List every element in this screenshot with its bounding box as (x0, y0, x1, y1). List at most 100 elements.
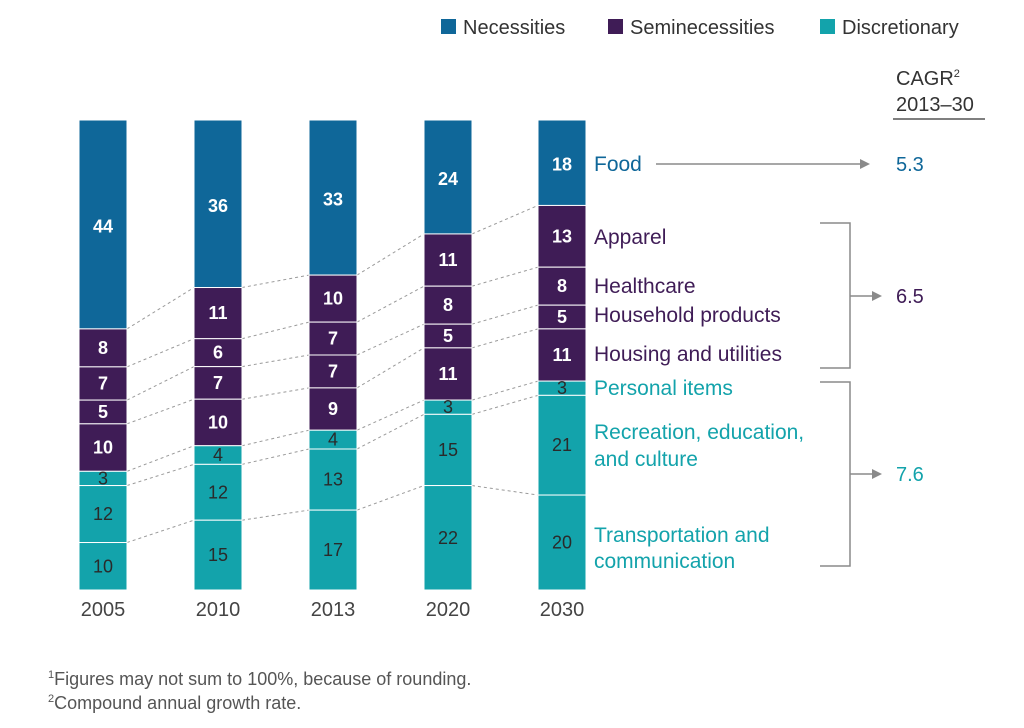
footnote-1: 1Figures may not sum to 100%, because of… (48, 669, 472, 689)
data-label: 24 (438, 169, 458, 189)
bar-segment-transportation-and-communication-2010 (193, 519, 243, 591)
bar-segment-food-2013 (308, 119, 358, 276)
bar-segment-household-products-2013 (308, 354, 358, 389)
connector-line (356, 347, 425, 389)
bar-segment-transportation-and-communication-2020 (423, 485, 473, 591)
row-label-apparel: Apparel (594, 226, 666, 249)
data-label: 10 (93, 556, 113, 576)
data-label: 11 (438, 364, 457, 384)
data-label: 3 (557, 378, 567, 398)
row-label-recreation-education-and-culture: Recreation, education, and culture (594, 421, 804, 471)
data-label: 4 (328, 430, 338, 450)
connector-line (356, 285, 425, 323)
bar-segment-housing-and-utilities-2030 (537, 328, 587, 382)
bar-segment-recreation-education-and-culture-2030 (537, 394, 587, 496)
data-label: 3 (443, 397, 453, 417)
data-label: 17 (323, 540, 343, 560)
row-label-healthcare: Healthcare (594, 275, 696, 298)
data-label: 7 (328, 361, 338, 381)
discretionary-bracket (820, 381, 851, 567)
connector-line (471, 485, 539, 496)
connector-line (471, 394, 539, 415)
cagr-header: CAGR2 2013–30 (893, 68, 985, 120)
legend-swatch-discretionary (820, 19, 835, 34)
connector-line (126, 463, 195, 487)
bar-segment-transportation-and-communication-2013 (308, 509, 358, 591)
footnote-2: 2Compound annual growth rate. (48, 693, 302, 713)
cagr-value-seminecessities: 6.5 (896, 286, 924, 308)
connector-line (241, 387, 310, 400)
bar-segment-transportation-and-communication-2005 (78, 542, 128, 591)
data-label: 6 (213, 343, 223, 363)
connector-line (126, 519, 195, 543)
data-label: 15 (438, 440, 458, 460)
data-label: 10 (93, 438, 113, 458)
legend-label-discretionary: Discretionary (842, 17, 959, 39)
connector-line (126, 398, 195, 425)
connector-line (471, 266, 539, 287)
data-label: 11 (438, 250, 457, 270)
bar-segment-transportation-and-communication-2030 (537, 494, 587, 591)
bar-segment-food-2020 (423, 119, 473, 235)
connector-line (241, 509, 310, 521)
data-label: 8 (557, 276, 567, 296)
connector-line (241, 274, 310, 289)
seminecessities-bracket (820, 222, 851, 369)
bar-segment-apparel-2010 (193, 287, 243, 340)
bar-segment-housing-and-utilities-2020 (423, 347, 473, 401)
data-label: 11 (208, 303, 227, 323)
data-label: 7 (213, 373, 223, 393)
cagr-header-label: CAGR2 (896, 68, 960, 90)
bar-segment-food-2010 (193, 119, 243, 289)
data-label: 10 (323, 289, 343, 309)
cagr-annotations: 5.3 6.5 7.6 (656, 154, 924, 567)
bar-segment-housing-and-utilities-2013 (308, 387, 358, 431)
data-label: 5 (557, 307, 567, 327)
data-label: 13 (552, 226, 572, 246)
legend-swatch-necessities (441, 19, 456, 34)
data-label: 18 (552, 155, 572, 175)
data-label: 3 (98, 468, 108, 488)
data-label: 44 (93, 216, 113, 236)
arrow-head-icon (872, 469, 882, 479)
data-label: 9 (328, 399, 338, 419)
data-label: 7 (98, 373, 108, 393)
data-label: 8 (98, 338, 108, 358)
connector-line (471, 304, 539, 325)
data-label: 12 (208, 482, 228, 502)
x-tick-label-2013: 2013 (311, 599, 356, 621)
bar-segment-recreation-education-and-culture-2005 (78, 485, 128, 544)
legend-label-necessities: Necessities (463, 17, 565, 39)
row-labels: Food Apparel Healthcare Household products H… (594, 153, 804, 573)
cagr-header-years: 2013–30 (896, 94, 974, 116)
connector-line (356, 485, 425, 511)
row-label-household-products: Household products (594, 304, 781, 327)
data-label: 5 (98, 402, 108, 422)
data-label: 13 (323, 470, 343, 490)
x-tick-label-2005: 2005 (81, 599, 126, 621)
row-label-transportation-and-communication: Transportation and communication (594, 524, 770, 573)
connector-line (356, 399, 425, 431)
bar-segment-housing-and-utilities-2010 (193, 398, 243, 447)
connector-line (241, 354, 310, 368)
data-label: 10 (208, 412, 228, 432)
category-labels: 2005 2010 2013 2020 2030 (81, 599, 585, 621)
connector-line (126, 366, 195, 401)
connector-line (126, 338, 195, 368)
bars: 4487510312103611671041215331077941317241… (78, 119, 587, 591)
row-label-personal-items: Personal items (594, 377, 733, 400)
bar-segment-food-2030 (537, 119, 587, 206)
connector-line (471, 380, 539, 401)
row-label-food: Food (594, 153, 642, 176)
legend-swatch-seminecessities (608, 19, 623, 34)
connector-lines (126, 204, 539, 543)
connector-line (471, 204, 539, 235)
connector-line (356, 413, 425, 450)
data-label: 12 (93, 504, 113, 524)
x-tick-label-2020: 2020 (426, 599, 471, 621)
chart-legend: Necessities Seminecessities Discretionary (441, 17, 959, 39)
data-label: 5 (443, 326, 453, 346)
legend-label-seminecessities: Seminecessities (630, 17, 775, 39)
connector-line (126, 445, 195, 472)
